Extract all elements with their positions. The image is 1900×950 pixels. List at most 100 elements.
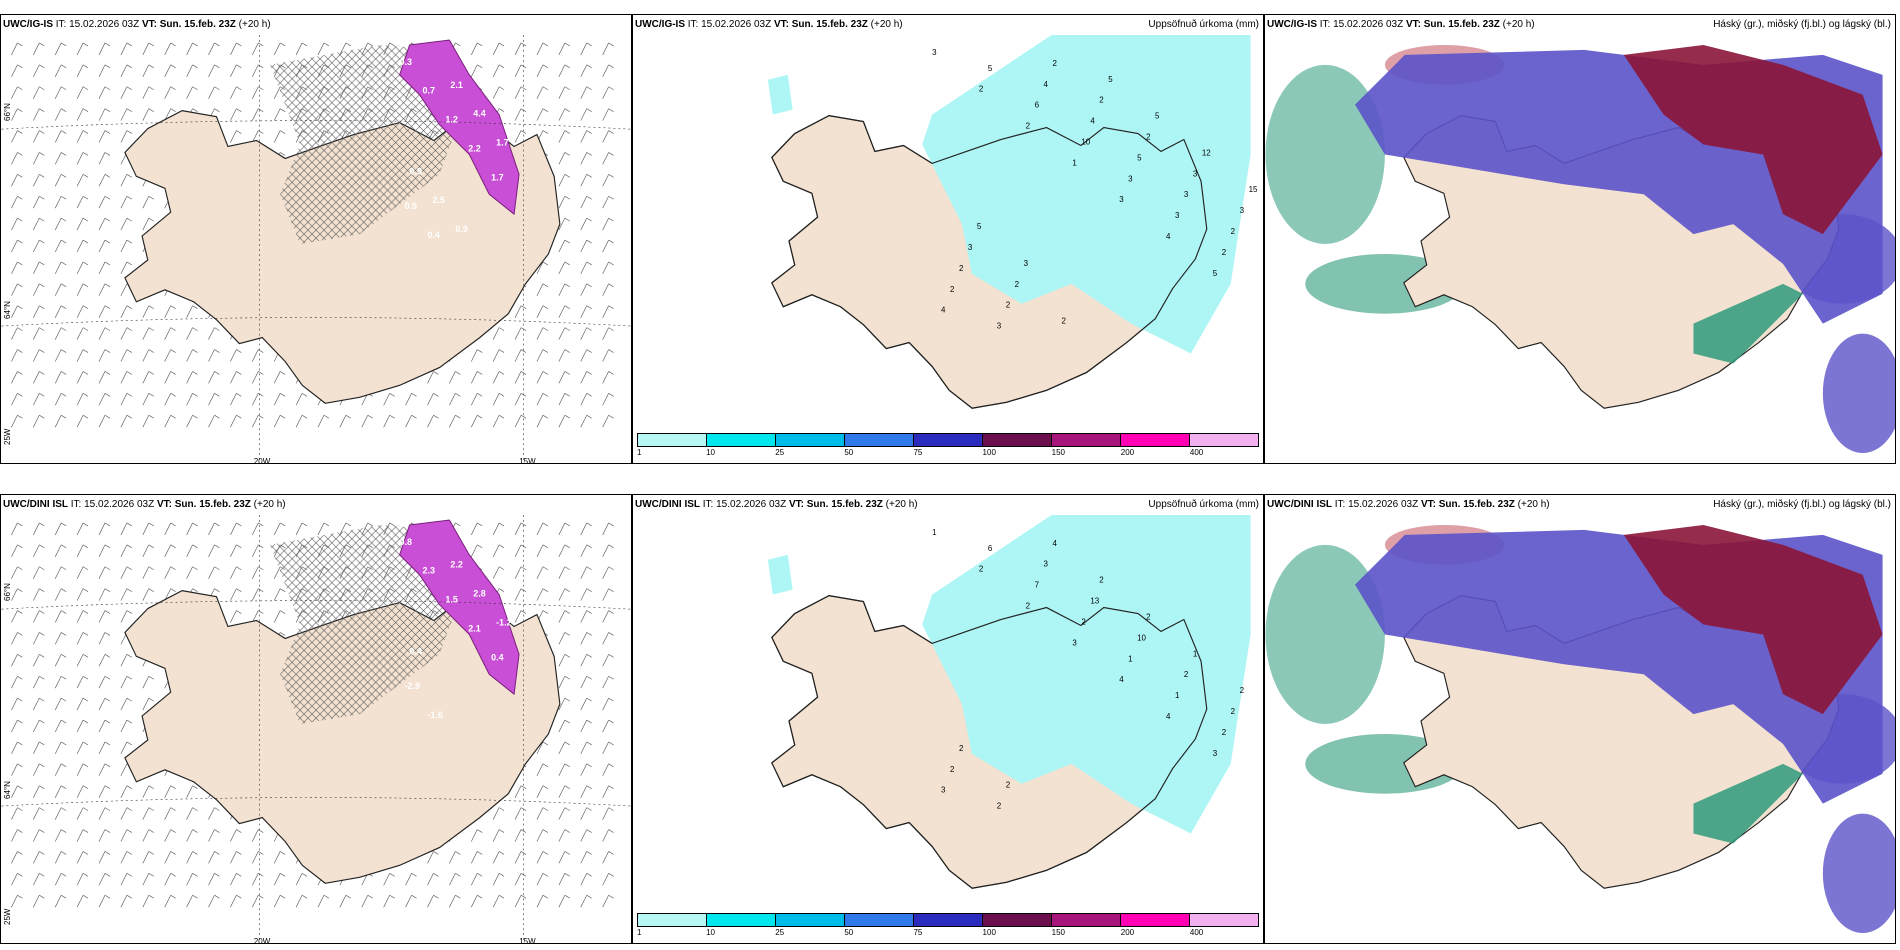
wind-barb xyxy=(492,851,505,864)
wind-barb xyxy=(449,873,461,886)
wind-barb xyxy=(54,697,67,711)
wind-barb xyxy=(536,566,549,579)
wind-barb xyxy=(208,566,220,579)
wind-barb xyxy=(120,873,133,886)
precip-field-nw xyxy=(767,74,793,115)
wind-barb xyxy=(602,654,614,667)
wind-barb xyxy=(11,239,23,253)
wind-barb xyxy=(76,741,89,755)
precip-value: 2 xyxy=(950,285,955,294)
map-area: 1 2 2 3 4 4 3 3 6 7 2 1 1 2 2 2 3 13 10 2 2 2 2 4 2 2 1 2 1 10 25 50 75 1… xyxy=(633,515,1263,943)
wind-barb xyxy=(76,566,89,579)
model-name: UWC/DINI ISL xyxy=(3,499,68,510)
wind-barb xyxy=(54,741,67,755)
wind-barb xyxy=(98,42,111,56)
wind-barb xyxy=(11,42,23,56)
axis-label: 15W xyxy=(519,937,536,944)
snow-value: 1.7 xyxy=(491,172,503,182)
wind-barb xyxy=(230,86,242,99)
wind-barb xyxy=(514,86,527,99)
wind-barb xyxy=(54,675,67,689)
wind-barb xyxy=(98,108,111,121)
precip-value: 3 xyxy=(968,243,973,252)
wind-barb xyxy=(251,371,264,384)
wind-barb xyxy=(251,86,264,99)
colorbar-swatch xyxy=(1190,434,1258,446)
cloud-map-svg xyxy=(1265,524,1895,934)
precip-value: 2 xyxy=(1184,670,1189,679)
wind-barb xyxy=(54,894,67,908)
wind-barb xyxy=(317,42,330,56)
wind-barb xyxy=(33,807,45,820)
wind-barb xyxy=(164,851,176,864)
wind-barb xyxy=(514,349,527,362)
colorbar-tick: 150 xyxy=(1051,928,1066,937)
wind-barb xyxy=(54,566,67,579)
wind-barb xyxy=(580,42,592,56)
wind-barb xyxy=(120,610,133,623)
precip-value: 3 xyxy=(1240,206,1245,215)
wind-barb xyxy=(11,829,23,842)
wind-barb xyxy=(449,894,461,908)
wind-barb xyxy=(273,873,286,886)
wind-barb xyxy=(33,675,45,689)
it-value: 15.02.2026 03Z xyxy=(716,499,787,510)
wind-barb xyxy=(98,522,111,536)
wind-barb xyxy=(33,283,45,296)
wind-barb xyxy=(492,894,505,908)
wind-barb xyxy=(602,414,614,428)
wind-barb xyxy=(76,851,89,864)
wind-barb xyxy=(251,349,264,362)
wind-barb xyxy=(164,544,176,557)
wind-barb xyxy=(120,327,133,340)
wind-barb xyxy=(492,86,505,99)
wind-barb xyxy=(273,371,286,384)
wind-barb xyxy=(470,873,483,886)
wind-barb xyxy=(208,522,220,536)
it-label: IT: xyxy=(70,499,82,510)
high-cloud xyxy=(1623,44,1883,235)
wind-barb xyxy=(230,894,242,908)
wind-barb xyxy=(54,130,67,143)
wind-barb xyxy=(514,588,527,601)
wind-barb xyxy=(558,829,570,842)
precip-value: 2 xyxy=(959,264,964,273)
wind-barb xyxy=(558,763,570,776)
wind-barb xyxy=(11,152,23,165)
vt-label: VT: xyxy=(141,19,157,30)
axis-label: 66°N xyxy=(3,103,12,121)
wind-barb xyxy=(251,829,264,842)
precip-value: 1 xyxy=(1072,158,1077,167)
wind-barb xyxy=(251,566,264,579)
precip-value: 3 xyxy=(932,48,937,57)
wind-barb xyxy=(558,393,570,406)
vt-value: Sun. 15.feb. 23Z xyxy=(174,499,251,510)
wind-barb xyxy=(76,371,89,384)
wind-barb xyxy=(33,414,45,428)
wind-barb xyxy=(120,522,133,536)
wind-barb xyxy=(98,217,111,231)
snow-value: 0.5 xyxy=(478,74,490,84)
wind-barb xyxy=(251,894,264,908)
snow-value: 2.2 xyxy=(450,560,462,570)
wind-barb xyxy=(98,174,111,187)
wind-barb xyxy=(142,566,154,579)
wind-barb xyxy=(558,195,570,209)
it-value: 15.02.2026 03Z xyxy=(1348,499,1419,510)
wind-barb xyxy=(208,42,220,56)
wind-barb xyxy=(361,414,373,428)
wind-barb xyxy=(11,305,23,318)
precip-value: 6 xyxy=(988,544,993,553)
wind-barb xyxy=(98,851,111,864)
wind-barb xyxy=(251,108,264,121)
wind-barb xyxy=(186,829,198,842)
it-label: IT: xyxy=(687,19,699,30)
precip-value: 13 xyxy=(1090,597,1099,606)
wind-barb xyxy=(33,86,45,99)
wind-barb xyxy=(580,327,592,340)
wind-barb xyxy=(514,785,527,798)
snow-value: 2.1 xyxy=(468,623,480,633)
wind-barb xyxy=(76,632,89,645)
colorbar-tick: 400 xyxy=(1189,448,1204,457)
wind-barb xyxy=(536,305,549,318)
